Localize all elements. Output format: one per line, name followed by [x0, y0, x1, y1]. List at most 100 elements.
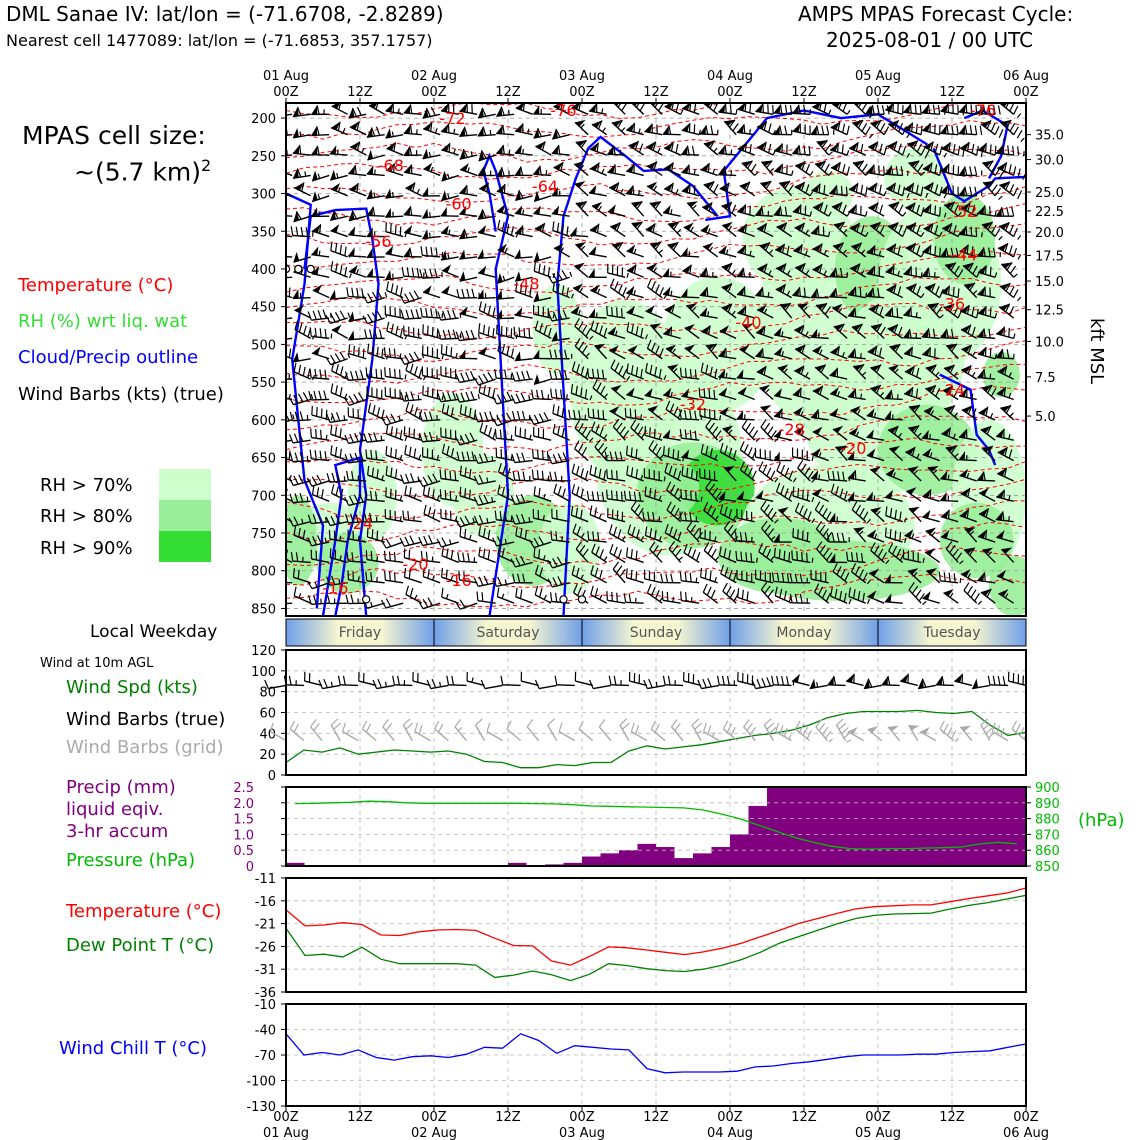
- wind-barb: [530, 389, 552, 401]
- wind-barb: [440, 344, 459, 360]
- wind-barb: [757, 263, 774, 278]
- wind-barb: [311, 265, 330, 278]
- top-day-label: 02 Aug: [411, 69, 457, 84]
- wind-barb: [478, 346, 496, 360]
- wind-barb: [755, 287, 774, 299]
- wind-barb: [998, 303, 1015, 319]
- wind-barb: [588, 245, 607, 258]
- nearest-cell-info: Nearest cell 1477089: lat/lon = (-71.685…: [6, 31, 433, 50]
- wind-barb: [959, 244, 977, 258]
- top-day-label: 03 Aug: [559, 69, 605, 84]
- rh-shade-19: [933, 193, 996, 285]
- wind-barb: [778, 180, 794, 197]
- wind-barb: [459, 465, 478, 482]
- wind-barb: [963, 582, 983, 606]
- grid-wind-barb: [547, 718, 558, 741]
- wind-barb: [681, 466, 700, 482]
- true-wind-barb: [900, 673, 918, 687]
- wind-barb: [289, 452, 311, 463]
- wind-barb: [514, 144, 533, 156]
- wind-barb: [330, 261, 352, 279]
- wind-barb: [575, 242, 589, 258]
- wind-barb: [812, 385, 830, 401]
- wind-barb: [288, 474, 311, 487]
- wind-barb: [421, 366, 441, 380]
- wind-barb: [607, 508, 626, 523]
- wind-tick-label: 20: [259, 748, 276, 763]
- wind-barb: [293, 210, 311, 223]
- wind-barb: [812, 426, 830, 441]
- wind-barb: [794, 426, 811, 441]
- wind-barb: [384, 305, 404, 319]
- grid-wind-barb: [558, 722, 576, 742]
- wind-barb: [958, 429, 977, 441]
- wind-barb: [345, 370, 369, 382]
- grid-wind-barb: [743, 719, 757, 742]
- wind-barb: [944, 262, 964, 278]
- wind-barb: [759, 384, 774, 401]
- wind-barb: [887, 221, 907, 238]
- weekday-cell: [581, 618, 731, 647]
- wind-barb: [571, 103, 589, 115]
- wind-barb: [699, 528, 718, 543]
- wind-barb: [366, 165, 385, 177]
- wind-barb: [792, 387, 811, 401]
- wind-barb: [286, 235, 293, 238]
- temperature-contour: [286, 461, 1026, 499]
- wind-barb: [573, 160, 589, 176]
- wind-barb: [514, 271, 533, 282]
- pressure-tick-label: 860: [1035, 844, 1060, 859]
- bottom-hour-label: 12Z: [791, 1110, 817, 1125]
- wind-barb: [440, 123, 459, 136]
- wind-barb: [649, 200, 663, 217]
- temperature-contour: [286, 363, 1026, 406]
- wind-barb: [418, 431, 441, 443]
- wind-barb: [870, 506, 885, 523]
- wind-barb: [760, 500, 779, 524]
- legend-rh80: RH > 80%: [40, 506, 133, 527]
- grid-wind-barb: [454, 719, 468, 742]
- temp-tick-label: -21: [255, 918, 276, 933]
- wind-barb: [591, 120, 608, 136]
- wind-barb: [551, 331, 570, 342]
- wind-barb: [668, 541, 683, 563]
- wind-barb: [609, 278, 631, 300]
- bottom-hour-label: 00Z: [569, 1110, 595, 1125]
- wind-barb: [645, 305, 663, 319]
- wind-barb: [511, 410, 533, 421]
- wind-barb: [311, 346, 330, 360]
- wind-barb: [756, 141, 776, 156]
- wind-barb: [904, 182, 929, 198]
- wind-barb: [385, 163, 404, 177]
- wind-barb: [849, 222, 869, 238]
- wind-barb: [960, 364, 978, 380]
- wind-barb: [810, 288, 829, 299]
- wind-barb: [422, 485, 441, 502]
- wind-barb: [311, 207, 330, 218]
- wind-barb: [735, 550, 758, 564]
- grid-wind-barb: [939, 720, 960, 743]
- wind-barb: [681, 388, 700, 401]
- true-wind-barb: [466, 671, 485, 687]
- wind-barb: [734, 531, 755, 543]
- kft-tick-label: 17.5: [1035, 249, 1064, 264]
- wind-barb: [286, 413, 295, 423]
- wind-barb: [604, 451, 626, 462]
- precip-bar: [748, 805, 767, 866]
- wind-barb: [852, 160, 870, 176]
- wind-barb: [773, 327, 792, 340]
- wind-barb: [736, 267, 755, 278]
- wind-barb: [977, 104, 1001, 116]
- wind-barb: [349, 141, 367, 156]
- wind-barb: [666, 501, 684, 523]
- legend-temperature: Temperature (°C): [18, 275, 174, 296]
- wind-barb: [792, 144, 811, 156]
- wind-barb: [366, 126, 385, 138]
- wind-barb: [959, 468, 977, 482]
- wind-barb: [977, 265, 998, 278]
- wind-barb: [607, 204, 626, 217]
- temperature-contour: [286, 340, 1026, 384]
- wind-barb: [571, 484, 589, 502]
- wind-barb: [367, 465, 385, 482]
- wind-barb: [292, 127, 311, 139]
